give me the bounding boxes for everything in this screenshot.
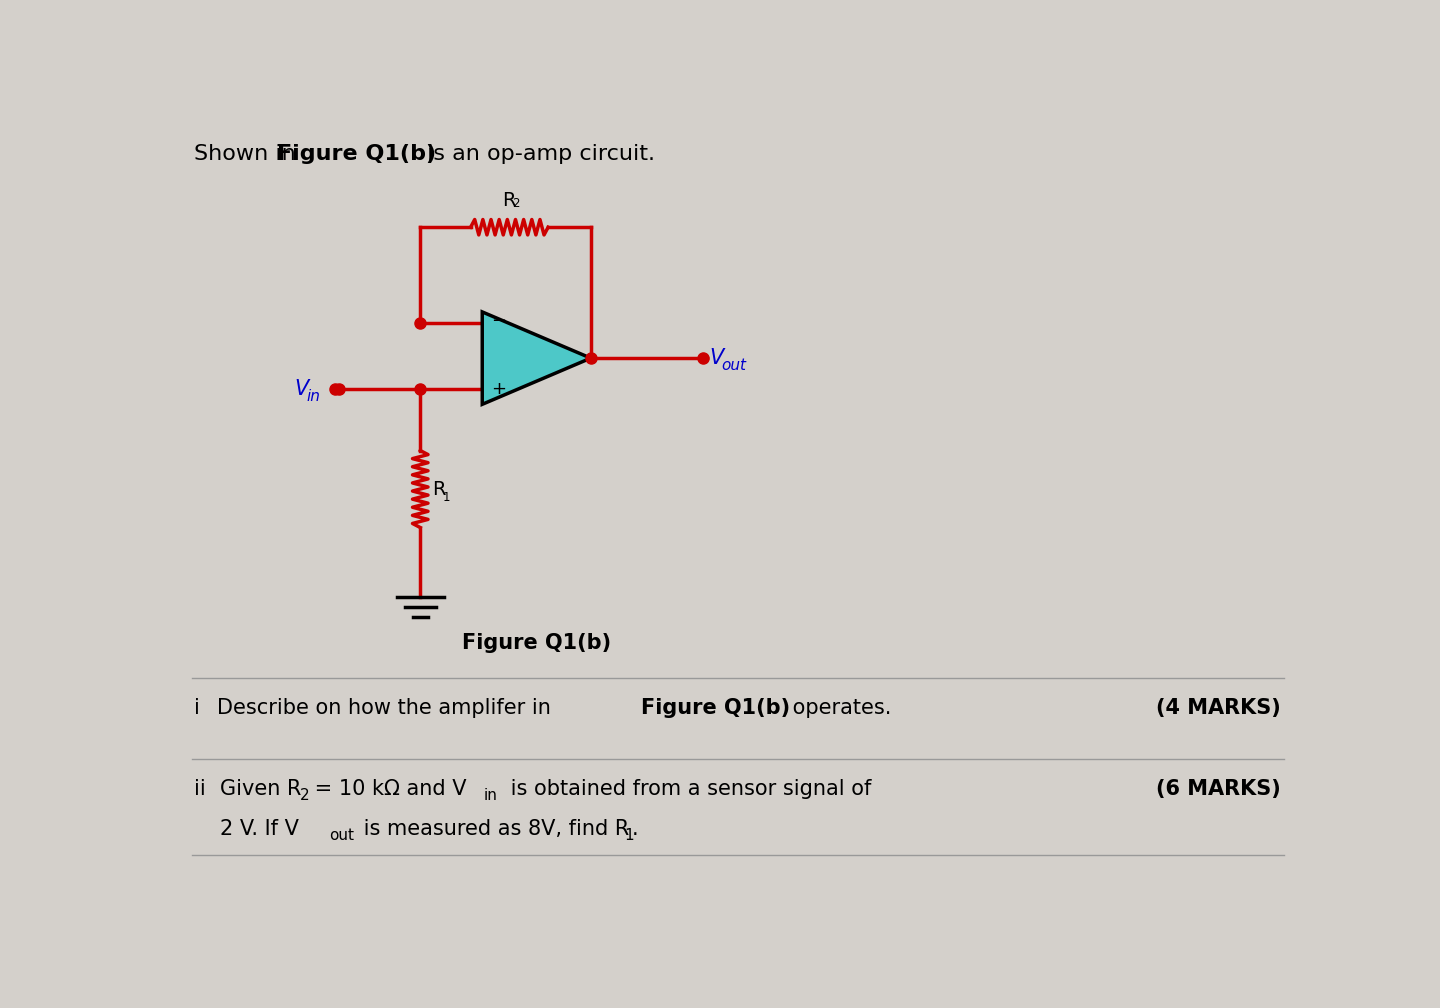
Text: Figure Q1(b): Figure Q1(b) bbox=[276, 144, 436, 164]
Text: 2 V. If V: 2 V. If V bbox=[220, 820, 300, 840]
Text: (6 MARKS): (6 MARKS) bbox=[1156, 779, 1282, 799]
Text: R: R bbox=[501, 192, 516, 211]
Text: is an op-amp circuit.: is an op-amp circuit. bbox=[420, 144, 655, 164]
Text: $_1$: $_1$ bbox=[442, 486, 451, 504]
Text: Given R: Given R bbox=[220, 779, 301, 799]
Polygon shape bbox=[482, 311, 590, 404]
Text: V: V bbox=[295, 379, 310, 399]
Text: out: out bbox=[330, 828, 354, 843]
Text: out: out bbox=[721, 358, 746, 373]
Text: Shown in: Shown in bbox=[194, 144, 302, 164]
Text: i: i bbox=[194, 699, 200, 719]
Text: is obtained from a sensor signal of: is obtained from a sensor signal of bbox=[504, 779, 871, 799]
Text: $_2$: $_2$ bbox=[511, 193, 520, 211]
Text: 1: 1 bbox=[624, 828, 634, 843]
Text: is measured as 8V, find R: is measured as 8V, find R bbox=[357, 820, 629, 840]
Text: +: + bbox=[491, 380, 507, 398]
Text: .: . bbox=[632, 820, 638, 840]
Text: in: in bbox=[484, 788, 498, 803]
Text: −: − bbox=[491, 312, 507, 331]
Text: (4 MARKS): (4 MARKS) bbox=[1156, 699, 1282, 719]
Text: Describe on how the amplifer in: Describe on how the amplifer in bbox=[217, 699, 557, 719]
Text: 2: 2 bbox=[300, 788, 310, 803]
Text: in: in bbox=[307, 389, 320, 404]
Text: ii: ii bbox=[194, 779, 206, 799]
Text: operates.: operates. bbox=[786, 699, 891, 719]
Text: = 10 kΩ and V: = 10 kΩ and V bbox=[308, 779, 467, 799]
Text: V: V bbox=[710, 348, 723, 368]
Text: Figure Q1(b): Figure Q1(b) bbox=[641, 699, 791, 719]
Text: R: R bbox=[432, 480, 445, 499]
Text: Figure Q1(b): Figure Q1(b) bbox=[462, 633, 611, 653]
